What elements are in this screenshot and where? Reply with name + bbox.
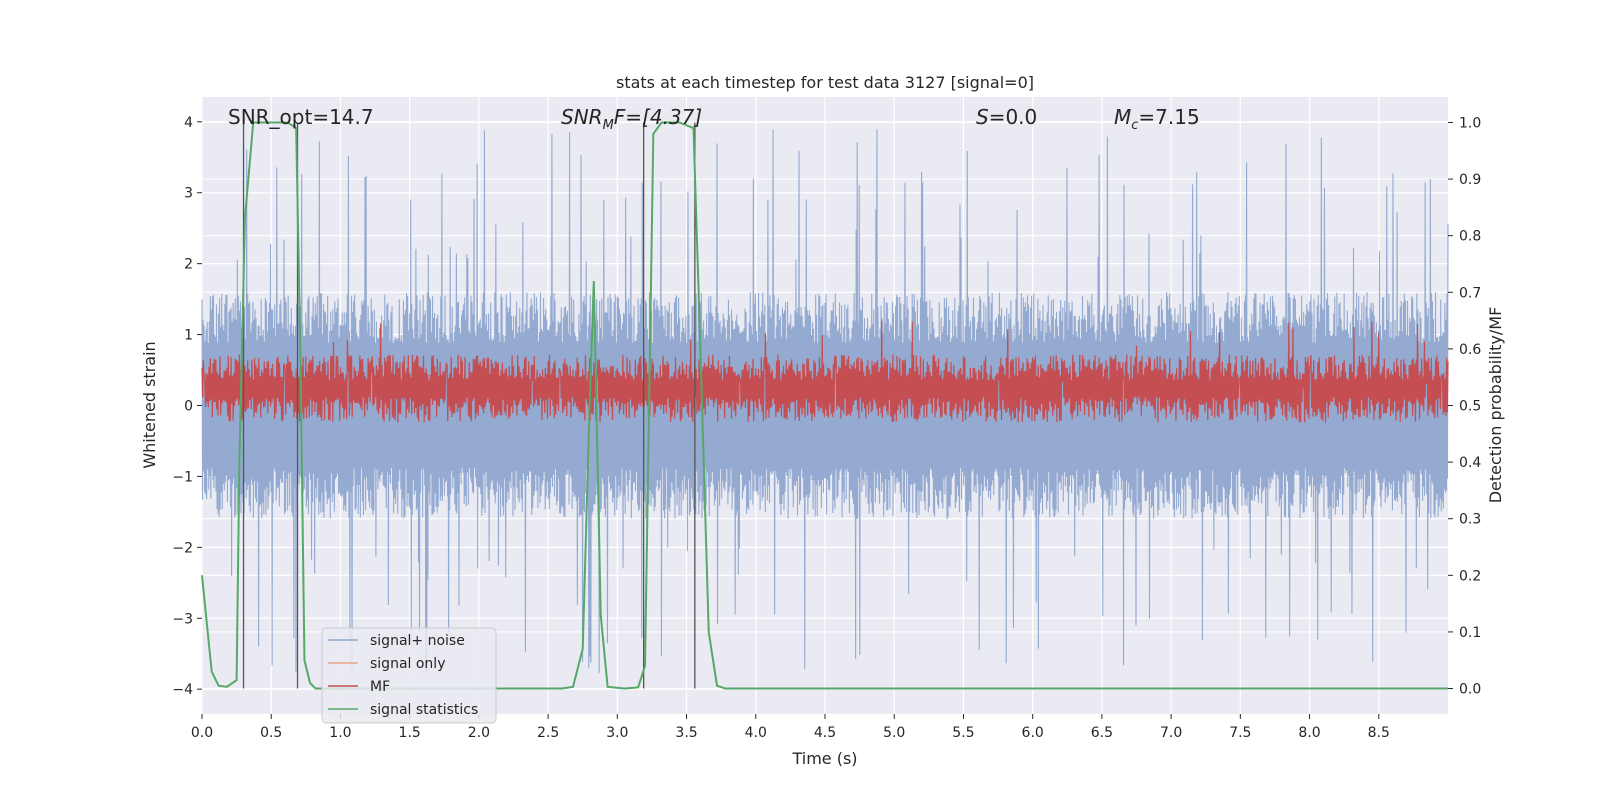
- y2-axis-label: Detection probability/MF: [1486, 307, 1505, 504]
- y-tick-label: 3: [184, 186, 193, 202]
- signal-noise-line: [201, 129, 1449, 674]
- y2-tick-label: 0.5: [1459, 399, 1481, 415]
- y2-ticks: 0.0 0.1 0.2 0.3 0.4 0.5 0.6 0.7 0.8 0.9 1.0: [1448, 115, 1481, 698]
- vertical-markers: [242, 122, 696, 689]
- y2-tick-label: 0.4: [1459, 455, 1481, 471]
- y2-tick-label: 0.6: [1459, 342, 1481, 358]
- y-tick-label: −3: [172, 611, 193, 627]
- legend-label-signal-noise: signal+ noise: [370, 633, 465, 649]
- annotation-mc: Mc=7.15: [1114, 105, 1200, 133]
- y-tick-label: 0: [184, 399, 193, 415]
- legend-label-signal-only: signal only: [370, 656, 445, 672]
- y-tick-label: 4: [184, 115, 193, 131]
- mc-value: =7.15: [1138, 105, 1199, 129]
- legend-label-signal-statistics: signal statistics: [370, 702, 478, 718]
- x-tick-label: 1.5: [399, 725, 421, 741]
- y2-tick-label: 0.1: [1459, 625, 1481, 641]
- snr-mf-value: F=[4.37]: [614, 105, 702, 129]
- s-label: S: [976, 105, 989, 129]
- x-axis-label: Time (s): [791, 749, 857, 768]
- x-tick-label: 7.0: [1160, 725, 1182, 741]
- x-tick-label: 6.0: [1022, 725, 1044, 741]
- snr-mf-label: SNR: [561, 105, 603, 129]
- x-tick-label: 8.0: [1298, 725, 1320, 741]
- signal-statistics-line: [201, 121, 1448, 690]
- legend-label-mf: MF: [370, 679, 390, 695]
- x-tick-label: 3.0: [606, 725, 628, 741]
- y-tick-label: −1: [172, 469, 193, 485]
- x-tick-label: 3.5: [675, 725, 697, 741]
- mf-line: [201, 320, 1449, 423]
- s-value: =0.0: [989, 105, 1038, 129]
- y2-tick-label: 0.8: [1459, 229, 1481, 245]
- y-tick-label: 2: [184, 257, 193, 273]
- y2-tick-label: 0.0: [1459, 682, 1481, 698]
- x-tick-label: 8.5: [1368, 725, 1390, 741]
- legend: signal+ noise signal only MF signal stat…: [321, 627, 497, 724]
- x-tick-label: 4.0: [745, 725, 767, 741]
- x-ticks: 0.0 0.5 1.0 1.5 2.0 2.5 3.0 3.5 4.0 4.5 5.0 5.5 6.0 6…: [191, 714, 1390, 741]
- y2-tick-label: 0.3: [1459, 512, 1481, 528]
- y-tick-label: 1: [184, 328, 193, 344]
- y2-tick-label: 0.2: [1459, 568, 1481, 584]
- x-tick-label: 6.5: [1091, 725, 1113, 741]
- x-tick-label: 2.0: [468, 725, 490, 741]
- x-tick-label: 5.0: [883, 725, 905, 741]
- x-tick-label: 5.5: [952, 725, 974, 741]
- x-tick-label: 4.5: [814, 725, 836, 741]
- chart-title: stats at each timestep for test data 312…: [616, 73, 1034, 92]
- legend-frame: [321, 627, 497, 724]
- x-tick-label: 2.5: [537, 725, 559, 741]
- annotation-s: S=0.0: [976, 105, 1037, 129]
- annotation-snr-opt: SNR_opt=14.7: [228, 105, 374, 129]
- x-tick-label: 0.0: [191, 725, 213, 741]
- x-tick-label: 7.5: [1229, 725, 1251, 741]
- y2-tick-label: 1.0: [1459, 115, 1481, 131]
- series-signal-noise: [201, 129, 1449, 674]
- series-signal-statistics: [201, 121, 1448, 690]
- y2-tick-label: 0.9: [1459, 172, 1481, 188]
- y2-tick-label: 0.7: [1459, 285, 1481, 301]
- mc-label: M: [1114, 105, 1131, 129]
- y-tick-label: −4: [172, 682, 193, 698]
- y-tick-label: −2: [172, 540, 193, 556]
- annotation-snr-mf: SNRMF=[4.37]: [561, 105, 702, 133]
- snr-mf-sub: M: [603, 118, 614, 133]
- mc-sub: c: [1131, 118, 1138, 133]
- x-tick-label: 0.5: [260, 725, 282, 741]
- y-ticks: −4 −3 −2 −1 0 1 2 3 4: [172, 115, 202, 698]
- x-tick-label: 1.0: [329, 725, 351, 741]
- y-axis-label: Whitened strain: [140, 341, 159, 468]
- series-mf: [201, 320, 1449, 423]
